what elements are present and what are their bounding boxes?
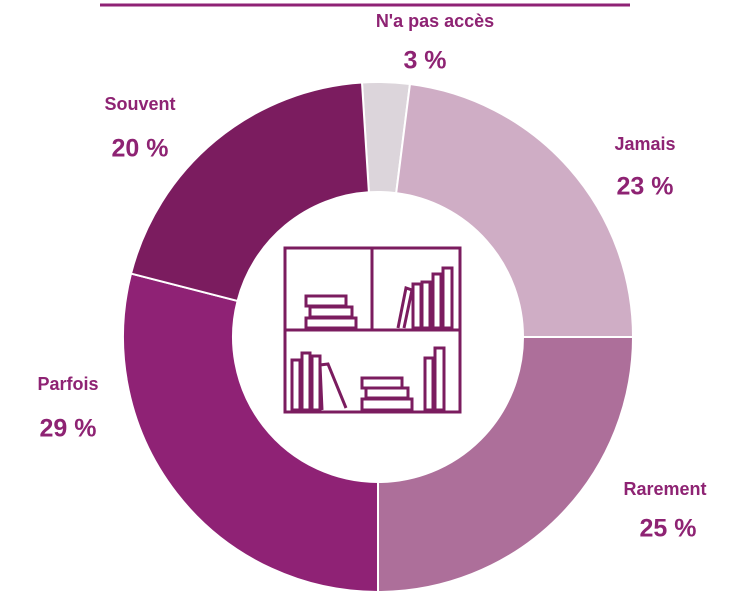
donut-slice — [122, 272, 379, 593]
slice-category-label: N'a pas accès — [376, 11, 494, 31]
donut-slice — [377, 336, 635, 593]
slice-value-label: 3 % — [403, 47, 446, 75]
donut-slice — [129, 81, 370, 303]
slice-category-label: Parfois — [37, 374, 98, 394]
slice-category-label: Souvent — [104, 94, 175, 114]
slice-value-label: 23 % — [617, 173, 674, 201]
slice-value-label: 29 % — [40, 415, 97, 443]
slice-category-label: Rarement — [623, 479, 706, 499]
slice-value-label: 25 % — [640, 515, 697, 543]
slice-category-label: Jamais — [614, 134, 675, 154]
slice-value-label: 20 % — [112, 135, 169, 163]
donut-slice — [395, 82, 635, 338]
bookshelf-icon — [283, 246, 462, 414]
donut — [122, 81, 635, 593]
